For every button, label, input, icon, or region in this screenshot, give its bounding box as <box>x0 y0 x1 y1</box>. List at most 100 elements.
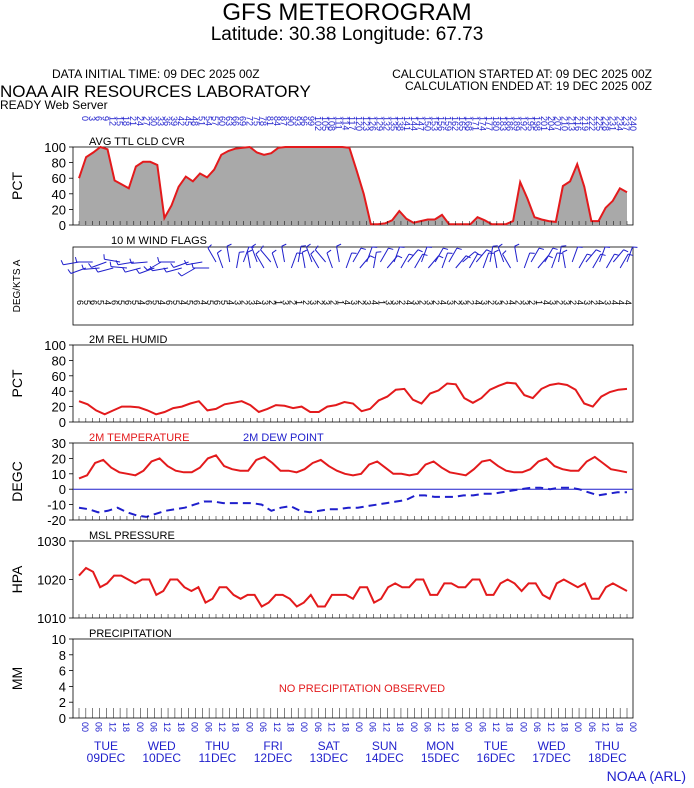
location-subtitle: Latitude: 30.38 Longitude: 67.73 <box>210 24 484 45</box>
wind-speed-label: 6 <box>109 300 119 305</box>
wind-speed-label: 3 <box>308 300 318 305</box>
wind-speed-label: 3 <box>383 300 393 305</box>
forecast-hour-label: 132 <box>381 116 391 131</box>
wind-speed-label: 2 <box>555 300 565 305</box>
wind-speed-label: 1 <box>335 300 345 305</box>
wind-barb <box>251 246 258 263</box>
wind-speed-label: 5 <box>150 300 160 305</box>
forecast-hour-label: 30 <box>149 116 159 126</box>
wind-barb <box>260 249 272 263</box>
forecast-hour-label: 162 <box>450 116 460 131</box>
wind-speed-label: 4 <box>226 300 236 305</box>
wind-speed-label: 2 <box>500 300 510 305</box>
wind-barb <box>246 252 251 269</box>
wind-speed-label: 2 <box>452 300 462 305</box>
wind-speed-label: 3 <box>424 300 434 305</box>
wind-barb <box>290 252 298 269</box>
cloud-panel-title: AVG TTL CLD CVR <box>89 136 185 148</box>
wind-speed-label: 5 <box>185 300 195 305</box>
cloud-cover-line <box>78 145 628 226</box>
forecast-hour-label: 78 <box>258 116 268 126</box>
forecast-hour-label: 54 <box>203 116 213 126</box>
hour-label: 12 <box>601 722 611 732</box>
wind-barb <box>407 249 419 263</box>
forecast-hour-label: 63 <box>224 116 234 126</box>
forecast-hour-label: 120 <box>354 116 364 131</box>
wind-speed-label: 5 <box>116 300 126 305</box>
forecast-hour-label: 15 <box>114 116 124 126</box>
forecast-hour-label: 210 <box>560 116 570 131</box>
wind-barb <box>599 246 606 263</box>
hour-label: 18 <box>121 722 131 732</box>
wind-speed-label: 2 <box>287 300 297 305</box>
wind-barb <box>530 247 540 263</box>
date-label: 13DEC <box>309 751 348 765</box>
forecast-hour-label: 12 <box>107 116 117 126</box>
forecast-hour-label: 93 <box>292 116 302 126</box>
forecast-hour-label: 195 <box>525 116 535 131</box>
wind-barb <box>441 252 448 269</box>
wind-barb-flag <box>88 263 92 268</box>
wind-speed-label: 3 <box>322 300 332 305</box>
wind-speed-label: 5 <box>96 300 106 305</box>
precip-panel-frame <box>72 638 634 719</box>
forecast-hour-label: 234 <box>614 116 624 131</box>
day-of-week-label: TUE <box>484 739 508 753</box>
wind-speed-label: 4 <box>623 300 633 305</box>
forecast-hour-label: 183 <box>498 116 508 131</box>
wind-barb-flag <box>255 250 260 255</box>
forecast-hour-label: 102 <box>313 116 323 131</box>
wind-barb-flag <box>562 249 568 253</box>
wind-barb-flag <box>177 272 182 277</box>
day-of-week-label: SUN <box>372 739 397 753</box>
wind-speed-label: 3 <box>479 300 489 305</box>
hour-label: 06 <box>258 722 268 732</box>
wind-barb-flag <box>207 244 212 249</box>
hour-label: 06 <box>532 722 542 732</box>
forecast-hour-label: 171 <box>470 116 480 131</box>
forecast-hour-label: 156 <box>436 116 446 131</box>
wind-barb-flag <box>143 266 148 271</box>
wind-barb <box>326 252 333 269</box>
wind-barb-flag <box>183 260 187 265</box>
forecast-hour-label: 213 <box>566 116 576 131</box>
wind-barb-flag <box>81 264 85 270</box>
wind-speed-label: 2 <box>356 300 366 305</box>
wind-barb-flag <box>486 249 492 253</box>
pressure-ytick-label: 1010 <box>37 611 66 626</box>
wind-barb-flag <box>514 243 520 247</box>
wind-barb <box>366 246 373 263</box>
humid-panel-title: 2M REL HUMID <box>89 334 167 346</box>
wind-barb-flag <box>422 253 428 256</box>
wind-barb <box>83 267 100 270</box>
wind-speed-label: 5 <box>219 300 229 305</box>
wind-speed-label: 5 <box>205 300 215 305</box>
date-label: 15DEC <box>421 751 460 765</box>
cloud-ytick-label: 20 <box>52 202 66 217</box>
wind-speed-label: 3 <box>561 300 571 305</box>
forecast-hour-label: 3 <box>87 116 97 121</box>
hour-label: 06 <box>203 722 213 732</box>
wind-speed-label: 2 <box>513 300 523 305</box>
temperature-line <box>78 454 628 480</box>
day-of-week-label: SAT <box>318 739 341 753</box>
wind-barb-flag <box>493 249 499 253</box>
hour-label: 18 <box>340 722 350 732</box>
wind-speed-label: 3 <box>459 300 469 305</box>
cloud-ytick-label: 80 <box>52 156 66 171</box>
date-label: 14DEC <box>365 751 404 765</box>
hour-label: 00 <box>628 722 638 732</box>
forecast-hour-label: 18 <box>121 116 131 126</box>
forecast-hour-label: 165 <box>457 116 467 131</box>
forecast-hour-label: 123 <box>361 116 371 131</box>
wind-barb <box>585 249 597 263</box>
wind-barb-flag <box>548 255 553 259</box>
cloud-ytick-label: 40 <box>52 187 66 202</box>
wind-barb-flag <box>538 247 545 250</box>
wind-speed-label: 3 <box>602 300 612 305</box>
day-of-week-label: MON <box>426 739 454 753</box>
forecast-hour-label: 189 <box>512 116 522 131</box>
wind-speed-label: 3 <box>411 300 421 305</box>
cloud-ytick-label: 60 <box>52 171 66 186</box>
